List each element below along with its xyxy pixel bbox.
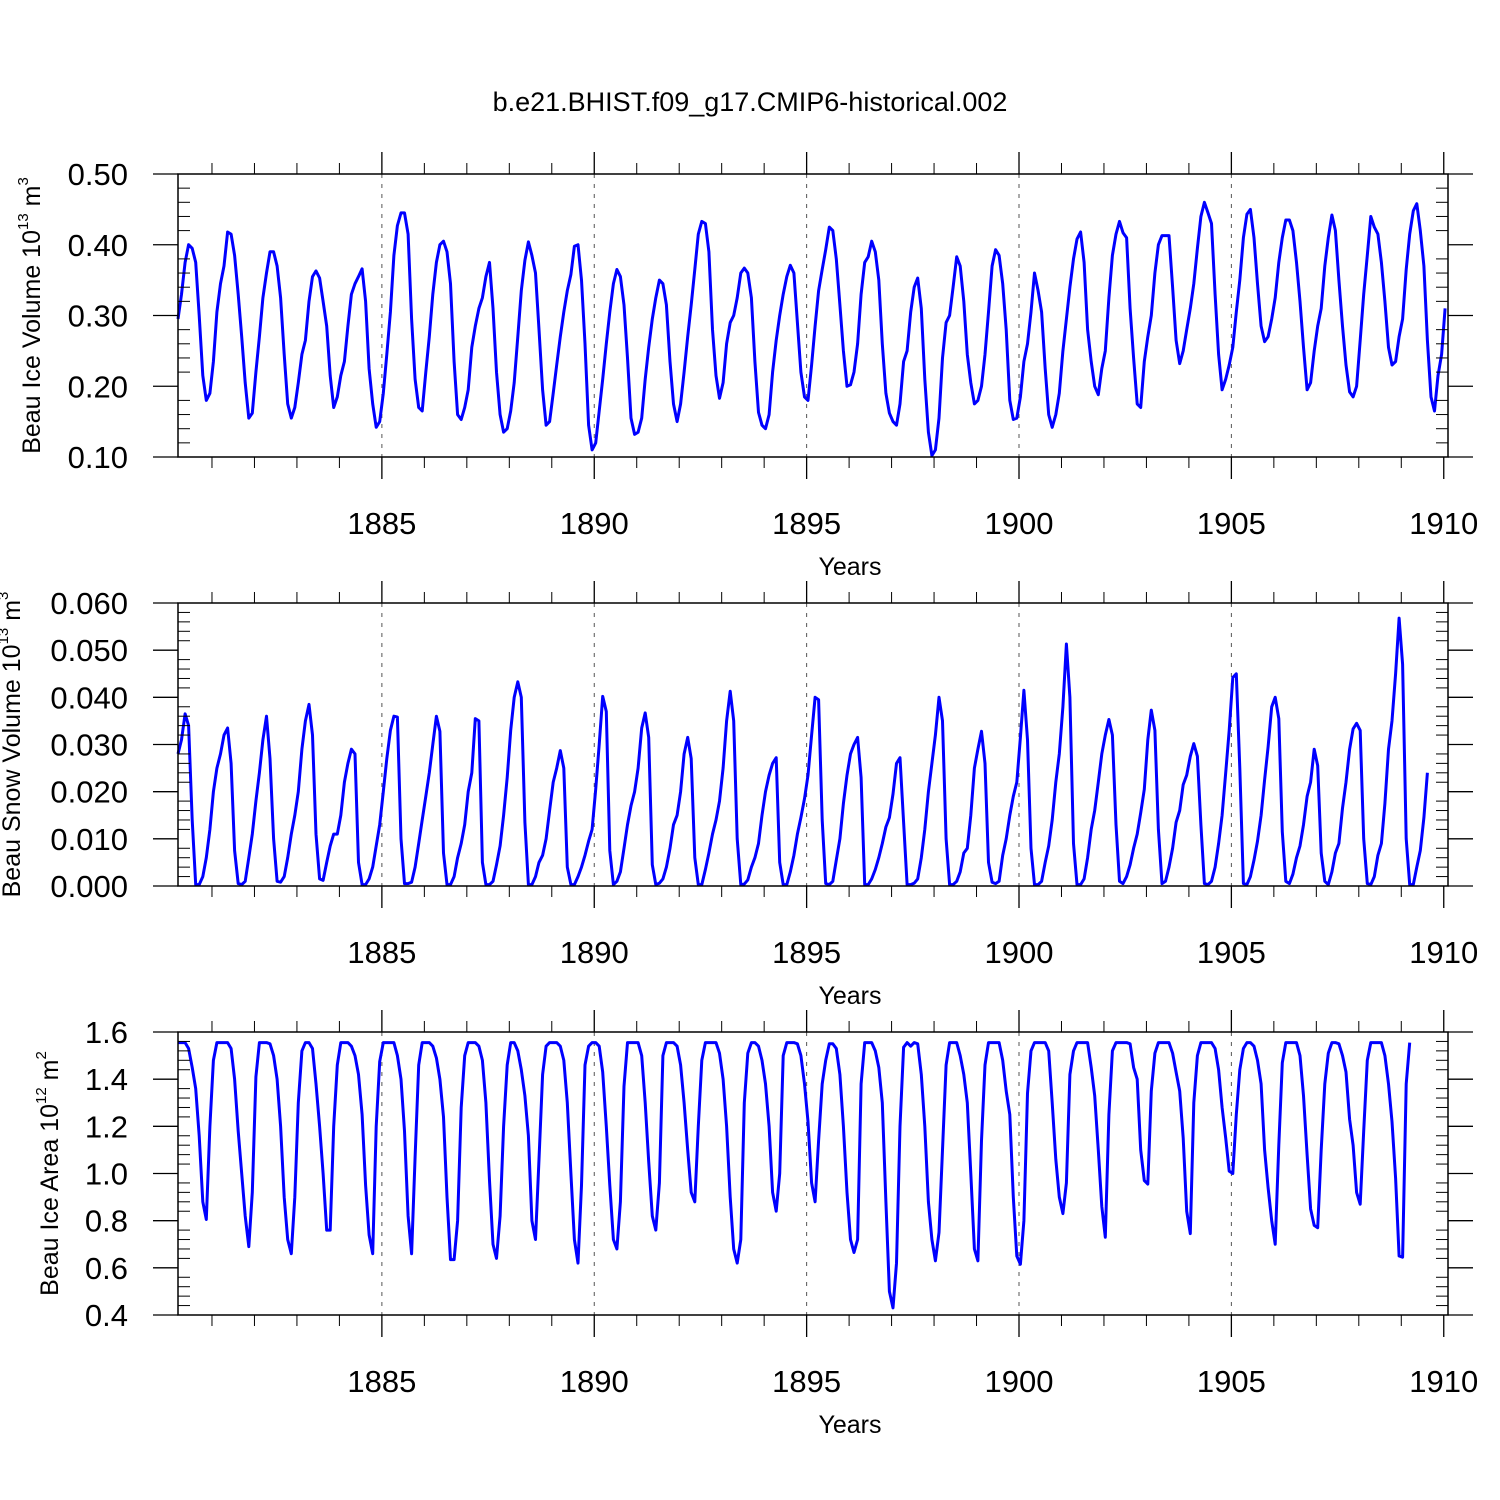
y-tick-labels: 0.4 0.6 0.8 1.0 1.2 1.4 1.6 [85, 1015, 128, 1333]
series-line-snow-volume [176, 616, 1429, 887]
series-line-ice-volume [176, 200, 1447, 458]
x-tick-label: 1890 [560, 935, 629, 970]
vertical-grid-lines [381, 174, 1232, 457]
y-axis-label: Beau Ice Area 1012 m2 [33, 1051, 64, 1296]
x-tick-label: 1900 [985, 1364, 1054, 1399]
y-axis-label-unit-exponent: 3 [15, 177, 32, 185]
figure-title: b.e21.BHIST.f09_g17.CMIP6-historical.002 [493, 87, 1008, 117]
y-tick-label: 0.10 [68, 440, 128, 475]
y-tick-label: 0.40 [68, 228, 128, 263]
tick-marks [153, 581, 1473, 908]
y-axis-label-base: Beau Snow Volume 10 [0, 644, 26, 897]
x-tick-label: 1895 [772, 1364, 841, 1399]
y-tick-label: 1.4 [85, 1062, 128, 1097]
y-tick-label: 0.8 [85, 1204, 128, 1239]
y-axis-label-exponent: 12 [33, 1087, 50, 1104]
x-tick-label: 1905 [1197, 935, 1266, 970]
y-tick-label: 0.20 [68, 369, 128, 404]
y-axis-label-unit: m [36, 1060, 64, 1088]
x-axis-label: Years [818, 1411, 881, 1439]
y-tick-label: 0.060 [50, 586, 128, 621]
series-line-ice-area [178, 1041, 1412, 1310]
y-axis-label-base: Beau Ice Volume 10 [18, 230, 46, 454]
x-tick-labels: 1885 1890 1895 1900 1905 1910 [347, 1364, 1478, 1399]
x-tick-label: 1895 [772, 506, 841, 541]
x-tick-label: 1895 [772, 935, 841, 970]
y-axis-label-exponent: 13 [0, 628, 12, 645]
y-axis-label-exponent: 13 [15, 213, 32, 230]
plot-frame [177, 173, 1449, 458]
y-axis-label-unit: m [0, 600, 26, 628]
x-tick-label: 1905 [1197, 1364, 1266, 1399]
y-tick-label: 0.050 [50, 633, 128, 668]
panel-ice-area: 1885 1890 1895 1900 1905 1910 0.4 0.6 0.8 1.0 1.2… [33, 1010, 1478, 1439]
x-tick-label: 1910 [1409, 506, 1478, 541]
y-axis-label-unit-exponent: 2 [33, 1051, 50, 1059]
y-tick-label: 0.30 [68, 299, 128, 334]
y-tick-label: 0.030 [50, 728, 128, 763]
x-tick-labels: 1885 1890 1895 1900 1905 1910 [347, 506, 1478, 541]
tick-marks [153, 152, 1473, 479]
vertical-grid-lines [381, 1032, 1232, 1315]
x-tick-label: 1885 [347, 935, 416, 970]
y-tick-label: 0.020 [50, 775, 128, 810]
y-axis-label: Beau Snow Volume 1013 m3 [0, 592, 26, 898]
y-tick-label: 1.6 [85, 1015, 128, 1050]
y-tick-label: 0.4 [85, 1298, 128, 1333]
y-axis-label-unit: m [18, 186, 46, 214]
x-axis-label: Years [818, 553, 881, 581]
y-tick-labels: 0.000 0.010 0.020 0.030 0.040 0.050 0.060 [50, 586, 128, 904]
x-tick-label: 1900 [985, 935, 1054, 970]
y-tick-label: 0.50 [68, 157, 128, 192]
y-tick-label: 0.6 [85, 1251, 128, 1286]
y-axis-label: Beau Ice Volume 1013 m3 [15, 177, 46, 454]
y-tick-label: 1.0 [85, 1157, 128, 1192]
plot-frame [177, 1031, 1449, 1316]
x-tick-label: 1890 [560, 1364, 629, 1399]
y-tick-label: 1.2 [85, 1109, 128, 1144]
x-tick-label: 1890 [560, 506, 629, 541]
y-tick-labels: 0.10 0.20 0.30 0.40 0.50 [68, 157, 128, 475]
x-tick-label: 1885 [347, 1364, 416, 1399]
x-tick-labels: 1885 1890 1895 1900 1905 1910 [347, 935, 1478, 970]
x-tick-label: 1910 [1409, 935, 1478, 970]
x-tick-label: 1885 [347, 506, 416, 541]
x-tick-label: 1910 [1409, 1364, 1478, 1399]
y-axis-label-base: Beau Ice Area 10 [36, 1104, 64, 1296]
panel-snow-volume: 1885 1890 1895 1900 1905 1910 0.000 0.010 0.020… [0, 581, 1478, 1010]
y-axis-label-unit-exponent: 3 [0, 592, 12, 600]
panel-ice-volume: 1885 1890 1895 1900 1905 1910 0.10 0.20 0.30 0.4… [15, 152, 1478, 581]
x-axis-label: Years [818, 982, 881, 1010]
y-tick-label: 0.040 [50, 680, 128, 715]
y-tick-label: 0.010 [50, 822, 128, 857]
x-tick-label: 1905 [1197, 506, 1266, 541]
x-tick-label: 1900 [985, 506, 1054, 541]
tick-marks [153, 1010, 1473, 1337]
y-tick-label: 0.000 [50, 869, 128, 904]
